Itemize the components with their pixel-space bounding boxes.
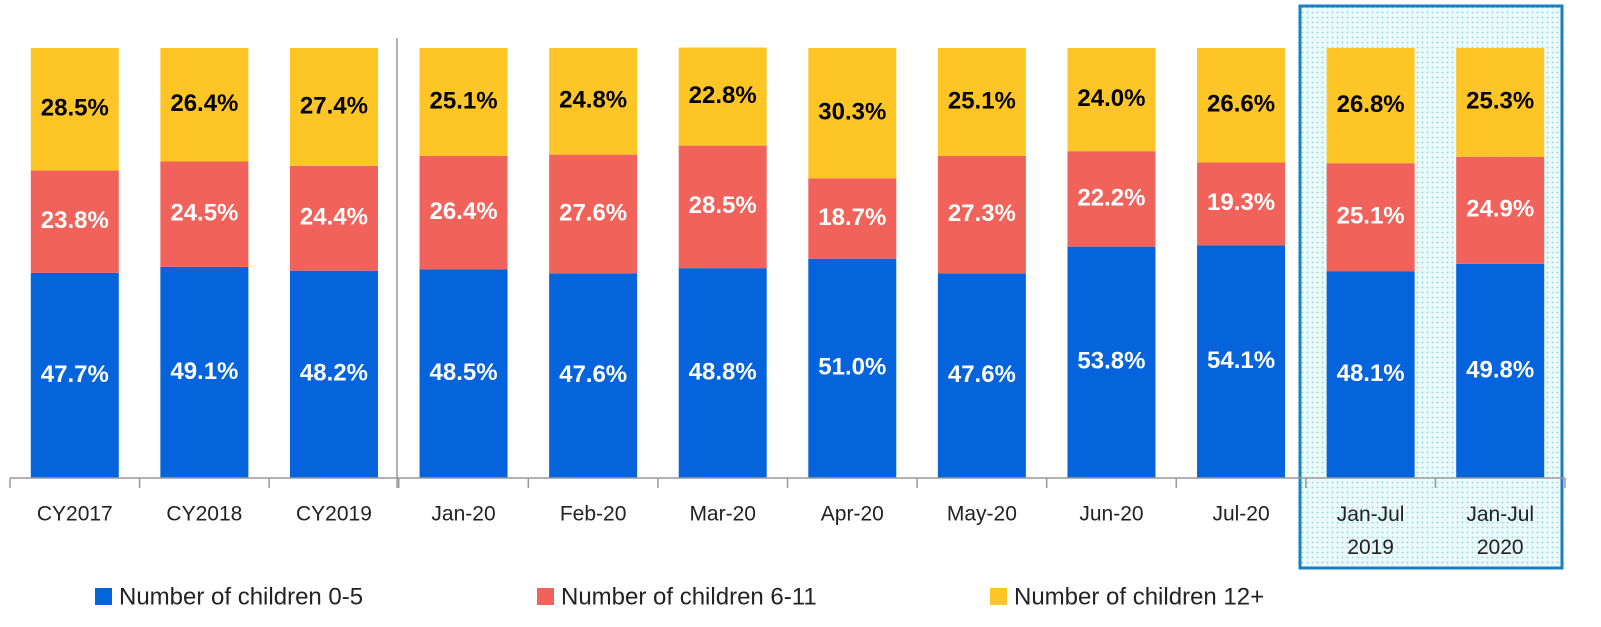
data-label: 24.5%	[170, 200, 238, 227]
bar-segment	[30, 170, 119, 273]
data-label: 27.4%	[300, 92, 368, 119]
bar-segment	[160, 161, 249, 267]
bar-segment	[1067, 48, 1156, 152]
bar-segment	[30, 272, 119, 478]
bar-segment	[1326, 48, 1415, 164]
data-label: 48.2%	[300, 360, 368, 387]
bar-segment	[937, 48, 1026, 156]
data-label: 27.3%	[948, 200, 1016, 227]
data-label: 23.8%	[41, 207, 109, 234]
data-label: 28.5%	[689, 192, 757, 219]
legend-swatch	[95, 588, 112, 605]
legend-label: Number of children 0-5	[119, 583, 363, 610]
data-label: 25.1%	[1337, 203, 1405, 230]
x-tick-label: Jun-20	[1079, 503, 1143, 526]
bar-segment	[549, 154, 638, 274]
x-tick-label: Feb-20	[560, 503, 627, 526]
bar-segment	[1067, 246, 1156, 478]
legend-swatch	[537, 588, 554, 605]
data-label: 25.1%	[430, 87, 498, 114]
bar-segment	[289, 48, 378, 166]
bar-segment	[549, 273, 638, 478]
bar-segment	[419, 48, 508, 156]
bar-segment	[678, 47, 767, 146]
bar-segment	[160, 266, 249, 478]
bar-segment	[937, 155, 1026, 274]
data-label: 51.0%	[818, 354, 886, 381]
bar-segment	[1197, 48, 1286, 163]
x-tick-label: Apr-20	[821, 503, 884, 526]
x-tick-label: CY2017	[37, 503, 113, 526]
data-label: 26.4%	[170, 90, 238, 117]
data-label: 24.9%	[1466, 196, 1534, 223]
data-label: 25.1%	[948, 87, 1016, 114]
bar-segment	[678, 268, 767, 478]
x-tick-label: Jan-Jul 2020	[1466, 503, 1534, 559]
data-label: 47.6%	[559, 361, 627, 388]
x-tick-label: Jan-20	[431, 503, 495, 526]
data-label: 24.8%	[559, 87, 627, 114]
bar-segment	[289, 270, 378, 478]
data-label: 54.1%	[1207, 347, 1275, 374]
bar-segment	[1197, 245, 1286, 478]
data-label: 49.8%	[1466, 356, 1534, 383]
data-label: 27.6%	[559, 199, 627, 226]
data-label: 48.8%	[689, 358, 757, 385]
bar-segment	[1197, 162, 1286, 246]
data-label: 25.3%	[1466, 88, 1534, 115]
data-label: 47.7%	[41, 361, 109, 388]
bar-segment	[937, 273, 1026, 478]
bar-segment	[30, 48, 119, 171]
bar-segment	[419, 155, 508, 270]
bar-segment	[1067, 151, 1156, 247]
data-label: 48.1%	[1337, 360, 1405, 387]
bar-segment	[1456, 48, 1545, 157]
x-tick-label: May-20	[947, 503, 1017, 526]
bar-segment	[808, 48, 897, 179]
bar-segment	[1326, 271, 1415, 478]
data-label: 26.6%	[1207, 91, 1275, 118]
data-label: 26.4%	[430, 198, 498, 225]
bar-segment	[808, 178, 897, 259]
data-label: 30.3%	[818, 98, 886, 125]
data-label: 19.3%	[1207, 189, 1275, 216]
x-tick-label: CY2018	[166, 503, 242, 526]
data-label: 22.2%	[1077, 184, 1145, 211]
legend-label: Number of children 12+	[1014, 583, 1264, 610]
data-label: 18.7%	[818, 204, 886, 231]
x-tick-label: CY2019	[296, 503, 372, 526]
bar-segment	[419, 269, 508, 478]
bar-segment	[1326, 163, 1415, 272]
data-label: 47.6%	[948, 361, 1016, 388]
legend-label: Number of children 6-11	[561, 583, 817, 610]
legend-swatch	[990, 588, 1007, 605]
data-label: 48.5%	[430, 359, 498, 386]
bar-segment	[1456, 156, 1545, 264]
data-label: 26.8%	[1337, 91, 1405, 118]
bar-segment	[678, 145, 767, 269]
bar-segment	[160, 48, 249, 162]
bar-segment	[1456, 263, 1545, 478]
data-label: 22.8%	[689, 82, 757, 109]
bar-segment	[289, 165, 378, 271]
data-label: 28.5%	[41, 95, 109, 122]
bar-segment	[808, 258, 897, 478]
data-label: 53.8%	[1077, 348, 1145, 375]
data-label: 24.0%	[1077, 85, 1145, 112]
x-tick-label: Jul-20	[1212, 503, 1269, 526]
x-tick-label: Jan-Jul 2019	[1337, 503, 1405, 559]
data-label: 24.4%	[300, 204, 368, 231]
x-tick-label: Mar-20	[689, 503, 756, 526]
bar-segment	[549, 48, 638, 155]
data-label: 49.1%	[170, 358, 238, 385]
